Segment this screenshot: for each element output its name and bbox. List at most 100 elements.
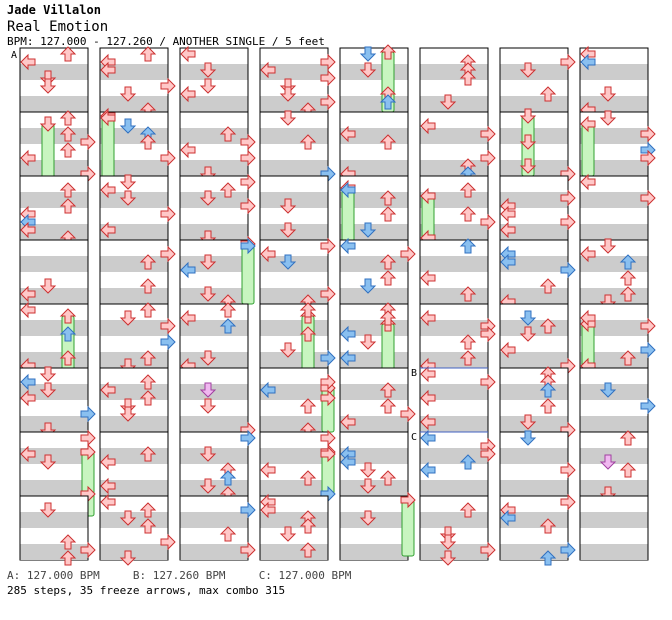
up-arrow-icon xyxy=(379,270,397,286)
chart-column xyxy=(499,47,576,566)
beat-stripe xyxy=(500,64,568,80)
down-arrow-icon xyxy=(519,326,537,342)
down-arrow-icon xyxy=(199,286,217,302)
beat-stripe xyxy=(260,544,328,560)
right-arrow-icon xyxy=(640,397,656,415)
up-arrow-icon xyxy=(59,142,77,158)
beat-stripe xyxy=(420,288,488,304)
left-arrow-icon xyxy=(580,115,596,133)
section-marker-a: A xyxy=(11,50,17,61)
right-arrow-icon xyxy=(560,53,576,71)
up-arrow-icon xyxy=(139,254,157,270)
down-arrow-icon xyxy=(199,382,217,398)
beat-stripe xyxy=(340,480,408,496)
left-arrow-icon xyxy=(20,149,36,167)
up-arrow-icon xyxy=(619,462,637,478)
bpm-legend: A: 127.000 BPM B: 127.260 BPM C: 127.000… xyxy=(7,569,351,582)
beat-stripe xyxy=(340,416,408,432)
beat-stripe xyxy=(180,544,248,560)
beat-stripe xyxy=(100,160,168,176)
beat-stripe xyxy=(260,128,328,144)
beat-stripe xyxy=(20,544,88,560)
beat-stripe xyxy=(20,448,88,464)
down-arrow-icon xyxy=(439,550,457,566)
right-arrow-icon xyxy=(320,373,336,391)
beat-stripe xyxy=(100,320,168,336)
down-arrow-icon xyxy=(279,222,297,238)
beat-stripe xyxy=(180,256,248,272)
up-arrow-icon xyxy=(299,326,317,342)
up-arrow-icon xyxy=(139,302,157,318)
up-arrow-icon xyxy=(619,430,637,446)
beat-stripe xyxy=(100,192,168,208)
down-arrow-icon xyxy=(199,350,217,366)
beat-stripe xyxy=(580,448,648,464)
right-arrow-icon xyxy=(320,237,336,255)
beat-stripe xyxy=(340,288,408,304)
beat-stripe xyxy=(180,96,248,112)
down-arrow-icon xyxy=(119,86,137,102)
left-arrow-icon xyxy=(260,461,276,479)
up-arrow-icon xyxy=(299,470,317,486)
beat-stripe xyxy=(340,448,408,464)
right-arrow-icon xyxy=(400,405,416,423)
up-arrow-icon xyxy=(299,518,317,534)
right-arrow-icon xyxy=(320,93,336,111)
left-arrow-icon xyxy=(20,221,36,239)
left-arrow-icon xyxy=(340,125,356,143)
up-arrow-icon xyxy=(139,350,157,366)
beat-stripe xyxy=(20,192,88,208)
down-arrow-icon xyxy=(359,62,377,78)
right-arrow-icon xyxy=(640,341,656,359)
left-arrow-icon xyxy=(20,389,36,407)
beat-stripe xyxy=(420,416,488,432)
beat-stripe xyxy=(260,224,328,240)
song-artist: Jade Villalon xyxy=(7,3,101,17)
chart-column xyxy=(419,47,496,566)
left-arrow-icon xyxy=(20,301,36,319)
up-arrow-icon xyxy=(219,318,237,334)
down-arrow-icon xyxy=(279,254,297,270)
beat-stripe xyxy=(580,320,648,336)
right-arrow-icon xyxy=(560,461,576,479)
down-arrow-icon xyxy=(599,86,617,102)
beat-stripe xyxy=(500,96,568,112)
beat-stripe xyxy=(580,96,648,112)
left-arrow-icon xyxy=(500,341,516,359)
down-arrow-icon xyxy=(199,254,217,270)
beat-stripe xyxy=(20,64,88,80)
beat-stripe xyxy=(100,96,168,112)
left-arrow-icon xyxy=(340,349,356,367)
beat-stripe xyxy=(420,320,488,336)
up-arrow-icon xyxy=(459,238,477,254)
up-arrow-icon xyxy=(539,398,557,414)
up-arrow-icon xyxy=(59,110,77,126)
right-arrow-icon xyxy=(320,349,336,367)
beat-stripe xyxy=(420,512,488,528)
beat-stripe xyxy=(180,160,248,176)
left-arrow-icon xyxy=(580,173,596,191)
up-arrow-icon xyxy=(219,182,237,198)
up-arrow-icon xyxy=(139,134,157,150)
up-arrow-icon xyxy=(219,526,237,542)
right-arrow-icon xyxy=(160,205,176,223)
beat-stripe xyxy=(260,480,328,496)
right-arrow-icon xyxy=(560,213,576,231)
right-arrow-icon xyxy=(320,389,336,407)
up-arrow-icon xyxy=(59,550,77,566)
chart-info: BPM: 127.000 - 127.260 / ANOTHER SINGLE … xyxy=(7,35,325,48)
beat-stripe xyxy=(180,448,248,464)
down-arrow-icon xyxy=(519,62,537,78)
right-arrow-icon xyxy=(560,493,576,511)
up-arrow-icon xyxy=(59,126,77,142)
beat-stripe xyxy=(580,416,648,432)
up-arrow-icon xyxy=(59,308,77,324)
up-arrow-icon xyxy=(379,310,397,326)
beat-stripe xyxy=(500,480,568,496)
right-arrow-icon xyxy=(320,285,336,303)
down-arrow-icon xyxy=(199,446,217,462)
beat-stripe xyxy=(260,352,328,368)
left-arrow-icon xyxy=(260,245,276,263)
beat-stripe xyxy=(580,224,648,240)
